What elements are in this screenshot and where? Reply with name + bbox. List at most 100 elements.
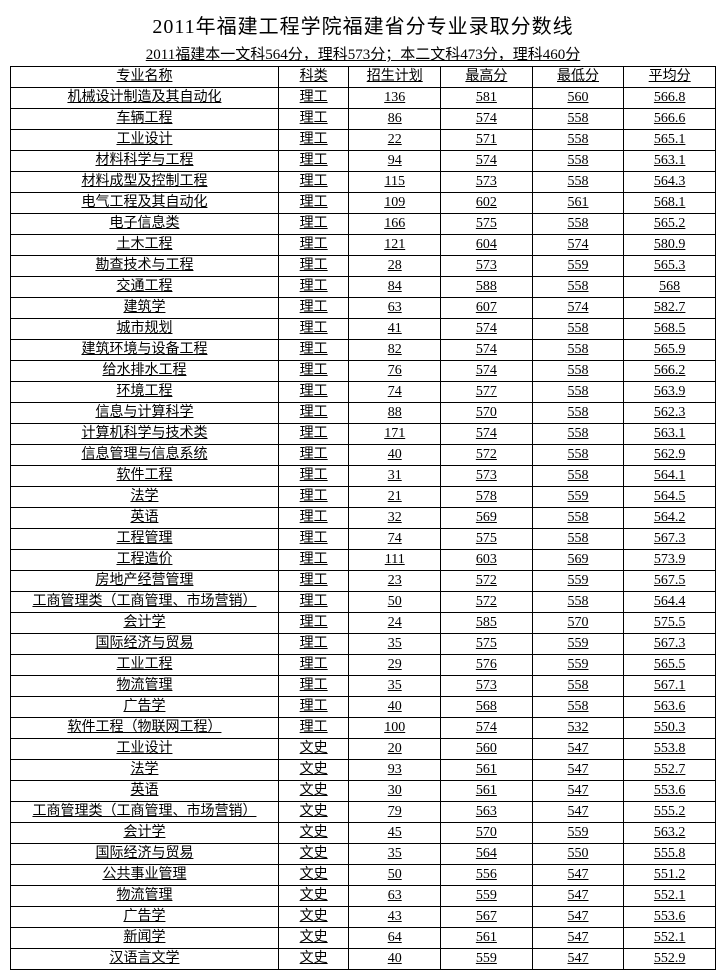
- cell-category: 理工: [278, 424, 349, 445]
- table-row: 建筑学理工63607574582.7: [11, 298, 716, 319]
- cell-min: 558: [532, 361, 624, 382]
- cell-max: 574: [441, 424, 533, 445]
- cell-major: 信息与计算科学: [11, 403, 279, 424]
- cell-major: 房地产经营管理: [11, 571, 279, 592]
- cell-min: 569: [532, 550, 624, 571]
- cell-category: 理工: [278, 592, 349, 613]
- admission-score-table: 专业名称 科类 招生计划 最高分 最低分 平均分 机械设计制造及其自动化理工13…: [10, 66, 716, 970]
- cell-max: 607: [441, 298, 533, 319]
- cell-avg: 564.2: [624, 508, 716, 529]
- cell-min: 547: [532, 928, 624, 949]
- cell-max: 588: [441, 277, 533, 298]
- cell-category: 理工: [278, 403, 349, 424]
- cell-major: 土木工程: [11, 235, 279, 256]
- header-category: 科类: [278, 67, 349, 88]
- table-row: 工业工程理工29576559565.5: [11, 655, 716, 676]
- cell-max: 602: [441, 193, 533, 214]
- cell-min: 574: [532, 235, 624, 256]
- table-row: 土木工程理工121604574580.9: [11, 235, 716, 256]
- cell-avg: 552.7: [624, 760, 716, 781]
- cell-avg: 555.8: [624, 844, 716, 865]
- cell-min: 558: [532, 151, 624, 172]
- table-row: 建筑环境与设备工程理工82574558565.9: [11, 340, 716, 361]
- table-row: 车辆工程理工86574558566.6: [11, 109, 716, 130]
- header-min: 最低分: [532, 67, 624, 88]
- cell-category: 理工: [278, 340, 349, 361]
- table-row: 电气工程及其自动化理工109602561568.1: [11, 193, 716, 214]
- cell-min: 558: [532, 592, 624, 613]
- cell-major: 材料科学与工程: [11, 151, 279, 172]
- header-max: 最高分: [441, 67, 533, 88]
- cell-min: 558: [532, 214, 624, 235]
- cell-category: 理工: [278, 382, 349, 403]
- cell-min: 561: [532, 193, 624, 214]
- cell-plan: 74: [349, 529, 441, 550]
- cell-min: 547: [532, 739, 624, 760]
- table-row: 给水排水工程理工76574558566.2: [11, 361, 716, 382]
- cell-major: 工业设计: [11, 130, 279, 151]
- cell-max: 571: [441, 130, 533, 151]
- table-row: 城市规划理工41574558568.5: [11, 319, 716, 340]
- cell-major: 工商管理类（工商管理、市场营销）: [11, 802, 279, 823]
- cell-plan: 63: [349, 298, 441, 319]
- cell-avg: 567.3: [624, 529, 716, 550]
- cell-plan: 111: [349, 550, 441, 571]
- cell-min: 547: [532, 781, 624, 802]
- cell-major: 电子信息类: [11, 214, 279, 235]
- cell-max: 574: [441, 361, 533, 382]
- cell-min: 558: [532, 277, 624, 298]
- cell-max: 574: [441, 109, 533, 130]
- cell-avg: 563.1: [624, 424, 716, 445]
- cell-min: 558: [532, 382, 624, 403]
- table-row: 法学文史93561547552.7: [11, 760, 716, 781]
- cell-min: 558: [532, 109, 624, 130]
- table-row: 汉语言文学文史40559547552.9: [11, 949, 716, 970]
- cell-plan: 86: [349, 109, 441, 130]
- cell-plan: 136: [349, 88, 441, 109]
- cell-major: 建筑学: [11, 298, 279, 319]
- cell-plan: 50: [349, 592, 441, 613]
- cell-max: 570: [441, 823, 533, 844]
- cell-avg: 551.2: [624, 865, 716, 886]
- cell-avg: 573.9: [624, 550, 716, 571]
- cell-category: 理工: [278, 676, 349, 697]
- cell-category: 文史: [278, 739, 349, 760]
- table-row: 公共事业管理文史50556547551.2: [11, 865, 716, 886]
- cell-category: 理工: [278, 151, 349, 172]
- table-row: 软件工程（物联网工程）理工100574532550.3: [11, 718, 716, 739]
- cell-plan: 74: [349, 382, 441, 403]
- cell-category: 理工: [278, 109, 349, 130]
- cell-avg: 555.2: [624, 802, 716, 823]
- table-row: 物流管理文史63559547552.1: [11, 886, 716, 907]
- cell-category: 理工: [278, 88, 349, 109]
- cell-major: 信息管理与信息系统: [11, 445, 279, 466]
- cell-category: 理工: [278, 298, 349, 319]
- cell-max: 556: [441, 865, 533, 886]
- table-row: 勘查技术与工程理工28573559565.3: [11, 256, 716, 277]
- cell-plan: 82: [349, 340, 441, 361]
- header-major: 专业名称: [11, 67, 279, 88]
- cell-max: 574: [441, 340, 533, 361]
- cell-plan: 63: [349, 886, 441, 907]
- cell-avg: 565.3: [624, 256, 716, 277]
- cell-avg: 565.2: [624, 214, 716, 235]
- cell-avg: 565.1: [624, 130, 716, 151]
- cell-major: 会计学: [11, 613, 279, 634]
- cell-category: 文史: [278, 949, 349, 970]
- cell-category: 理工: [278, 613, 349, 634]
- cell-min: 559: [532, 256, 624, 277]
- table-row: 广告学理工40568558563.6: [11, 697, 716, 718]
- cell-major: 广告学: [11, 697, 279, 718]
- table-row: 材料科学与工程理工94574558563.1: [11, 151, 716, 172]
- cell-major: 新闻学: [11, 928, 279, 949]
- cell-max: 577: [441, 382, 533, 403]
- table-row: 国际经济与贸易文史35564550555.8: [11, 844, 716, 865]
- cell-min: 547: [532, 886, 624, 907]
- cell-category: 文史: [278, 760, 349, 781]
- cell-min: 547: [532, 865, 624, 886]
- table-row: 会计学理工24585570575.5: [11, 613, 716, 634]
- cell-avg: 552.1: [624, 928, 716, 949]
- table-row: 工商管理类（工商管理、市场营销）理工50572558564.4: [11, 592, 716, 613]
- cell-plan: 23: [349, 571, 441, 592]
- cell-major: 英语: [11, 781, 279, 802]
